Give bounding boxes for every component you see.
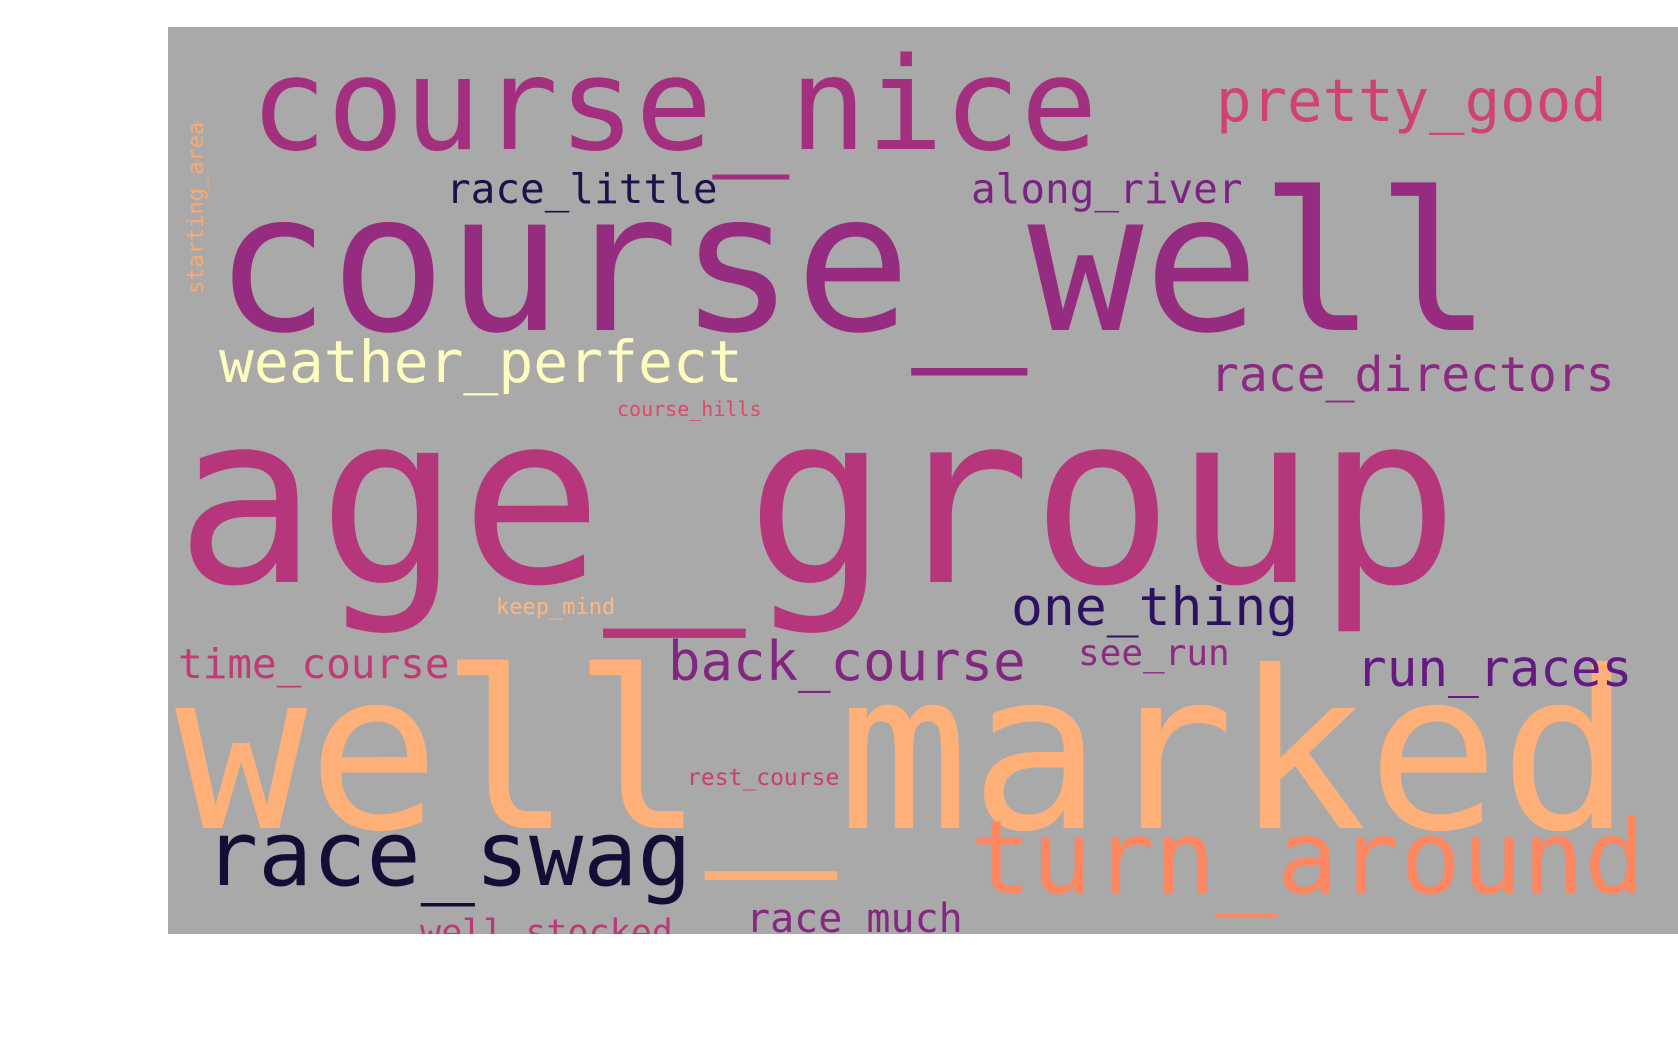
word-time-course: time_course bbox=[178, 640, 450, 688]
word-race-much: race_much bbox=[746, 896, 963, 934]
word-well-stocked: well_stocked bbox=[420, 913, 673, 935]
word-rest-course: rest_course bbox=[687, 765, 840, 791]
word-race-little: race_little bbox=[446, 165, 718, 213]
word-run-races: run_races bbox=[1356, 640, 1633, 699]
word-race-directors: race_directors bbox=[1210, 347, 1615, 403]
word-along-river: along_river bbox=[971, 165, 1243, 213]
word-cloud: age_group well_marked course_well course… bbox=[168, 27, 1678, 934]
word-one-thing: one_thing bbox=[1011, 577, 1299, 638]
word-age-group: age_group bbox=[175, 362, 1460, 638]
word-course-nice: course_nice bbox=[250, 31, 1098, 180]
word-course-hills: course_hills bbox=[617, 397, 762, 421]
word-starting-area: starting_area bbox=[184, 121, 209, 294]
word-well-marked: well_marked bbox=[175, 624, 1632, 880]
word-see-run: see_run bbox=[1078, 633, 1230, 674]
word-keep-mind: keep_mind bbox=[496, 595, 616, 620]
word-turn-around: turn_around bbox=[970, 799, 1646, 918]
word-race-swag: race_swag bbox=[204, 802, 692, 907]
word-weather-perfect: weather_perfect bbox=[219, 328, 743, 396]
word-back-course: back_course bbox=[668, 630, 1026, 693]
word-pretty-good: pretty_good bbox=[1216, 66, 1607, 135]
word-course-well: course_well bbox=[214, 151, 1493, 376]
